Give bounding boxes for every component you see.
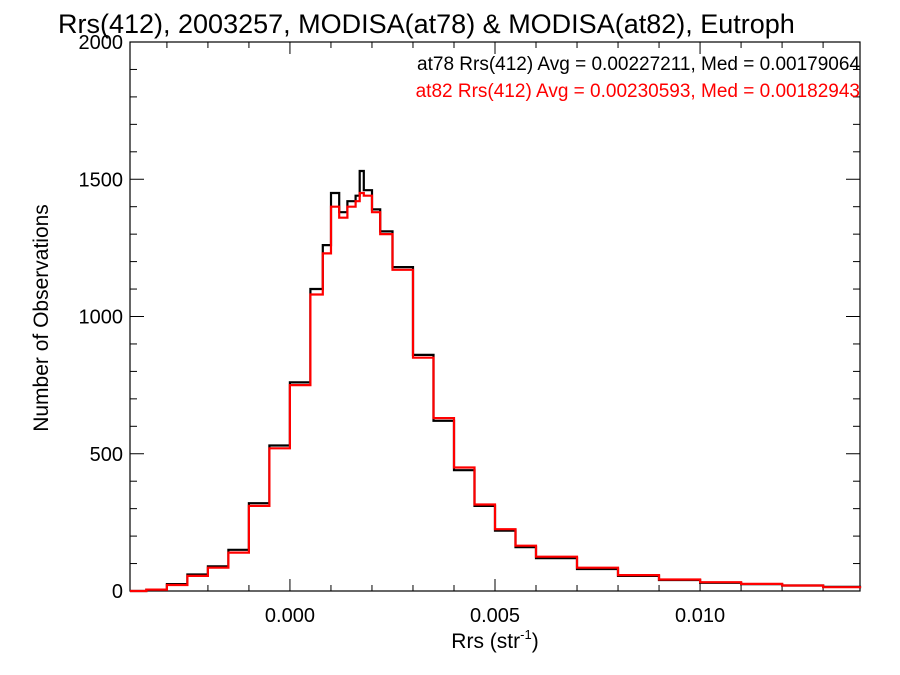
y-axis-label: Number of Observations [30, 204, 53, 432]
y-tick-label: 500 [90, 444, 123, 466]
x-axis-label: Rrs (str-1) [451, 627, 538, 653]
y-tick-label: 0 [112, 581, 123, 603]
y-tick-label: 1500 [79, 169, 124, 191]
stats-label-at78: at78 Rrs(412) Avg = 0.00227211, Med = 0.… [417, 54, 860, 75]
series-layer [130, 169, 862, 593]
chart-title: Rrs(412), 2003257, MODISA(at78) & MODISA… [58, 9, 795, 39]
y-tick-label: 2000 [79, 32, 124, 54]
x-axis: 0.000 0.005 0.010 [166, 42, 824, 627]
x-tick-label: 0.000 [265, 605, 315, 627]
stats-label-at82: at82 Rrs(412) Avg = 0.00230593, Med = 0.… [416, 81, 860, 102]
x-tick-label: 0.010 [675, 605, 725, 627]
y-axis: 0 500 1000 1500 2000 [79, 32, 860, 603]
x-tick-label: 0.005 [470, 605, 520, 627]
y-tick-label: 1000 [79, 307, 124, 329]
series-line-1 [130, 191, 862, 593]
